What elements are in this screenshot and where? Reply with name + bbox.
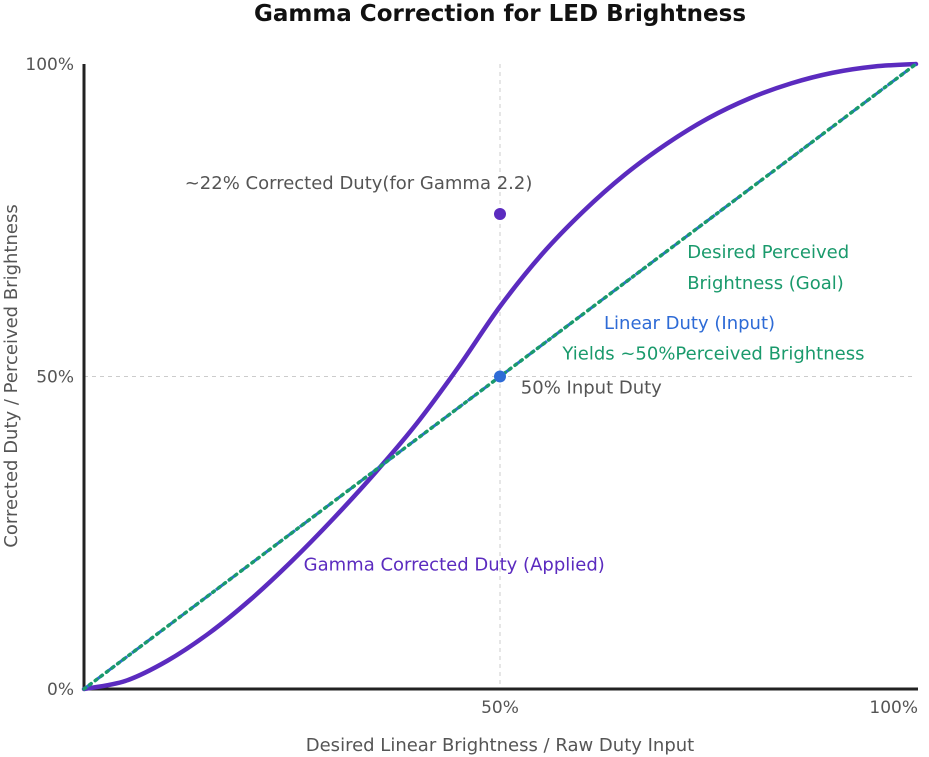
y-axis-label: Corrected Duty / Perceived Brightness xyxy=(1,204,22,547)
axes xyxy=(82,64,918,691)
marker-points xyxy=(494,208,506,383)
input-duty-point xyxy=(494,370,506,383)
series-line-gamma-corrected xyxy=(81,61,919,692)
annotation-label: Linear Duty (Input) xyxy=(604,313,775,334)
x-tick-label: 100% xyxy=(869,698,918,718)
annotation-label: Desired Perceived xyxy=(687,242,849,263)
annotation-label: Brightness (Goal) xyxy=(687,273,844,294)
x-axis-label: Desired Linear Brightness / Raw Duty Inp… xyxy=(306,735,695,756)
y-tick-label: 100% xyxy=(25,55,74,75)
y-tick-label: 0% xyxy=(47,680,74,700)
annotation-label: 50% Input Duty xyxy=(521,377,662,398)
chart-title: Gamma Correction for LED Brightness xyxy=(254,1,746,27)
tick-labels: 0% 50% 100% 50% 100% xyxy=(25,55,918,718)
x-tick-label: 50% xyxy=(481,698,519,718)
annotation-label: ~22% Corrected Duty(for Gamma 2.2) xyxy=(185,173,533,194)
annotations: ~22% Corrected Duty(for Gamma 2.2) Desire… xyxy=(185,173,865,575)
annotation-label: Yields ~50%Perceived Brightness xyxy=(561,344,864,365)
y-tick-label: 50% xyxy=(36,368,74,388)
corrected-duty-point xyxy=(494,208,506,220)
annotation-label: Gamma Corrected Duty (Applied) xyxy=(304,554,605,575)
